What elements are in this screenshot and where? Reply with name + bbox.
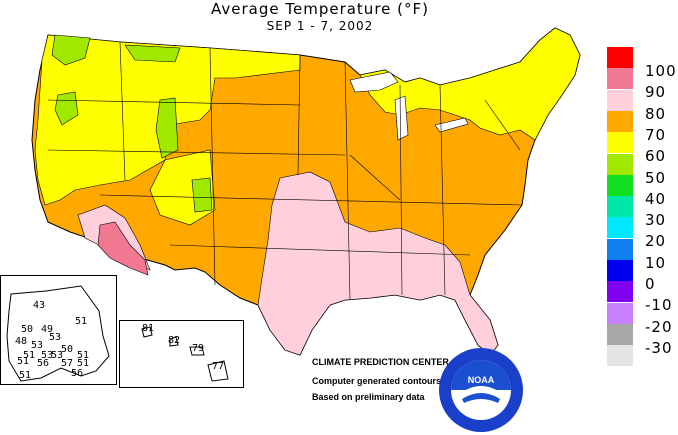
alaska-value: 51 [17,356,30,367]
legend-label: 90 [645,83,667,102]
hawaii-value: 77 [212,361,225,372]
credit-line2: Based on preliminary data [312,392,425,402]
alaska-value: 53 [51,350,64,361]
legend-label: 0 [645,275,656,293]
zone-60s-northeast [359,27,581,141]
legend-label: 80 [645,104,667,123]
legend-label: 60 [645,147,667,166]
legend-label: 30 [645,211,667,230]
hawaii-value: 81 [142,323,155,334]
legend-swatch [607,132,633,154]
alaska-value: 53 [49,332,62,343]
legend-label: 50 [645,168,667,187]
legend-row: 90 [607,68,677,101]
legend-row [607,345,677,367]
noaa-logo-text: NOAA [468,375,495,385]
map-title: Average Temperature (°F) [211,0,429,18]
alaska-value: 51 [75,316,88,327]
alaska-value: 50 [61,344,74,355]
legend-label: 20 [645,232,667,251]
credit-center: CLIMATE PREDICTION CENTER, NOAA [312,357,481,367]
alaska-value: 57 [61,358,74,369]
legend-swatch [607,323,633,345]
legend-row: -30 [607,323,677,357]
zone-50s-co [191,177,213,213]
hawaii-value: 79 [192,343,205,354]
legend-row: 40 [607,174,677,208]
legend-swatch [607,47,633,68]
legend-swatch [607,238,633,260]
legend-row: 0 [607,260,677,293]
great-lake-erie [434,117,469,133]
credit-line1: Computer generated contours [312,376,442,386]
zone-50s-wy [155,97,179,159]
legend-swatch [607,153,633,175]
noaa-logo: NOAA [439,348,523,432]
legend-label: 40 [645,189,667,208]
alaska-value: 51 [77,350,90,361]
hawaii-value: 82 [168,335,181,346]
legend-row: -20 [607,302,677,336]
legend-row: -10 [607,281,677,314]
great-lake-superior [349,71,399,93]
legend-swatch [607,217,633,239]
legend-label: -30 [645,338,673,357]
alaska-value: 56 [37,358,50,369]
hawaii-inset: 81 82 79 77 [119,320,244,388]
zone-50s-wa [51,34,91,66]
alaska-shape [6,285,110,382]
alaska-value: 51 [23,350,36,361]
hawaii-shape [141,326,229,382]
legend-swatch [607,260,633,281]
great-lake-michigan [394,95,409,141]
zone-90s-desert [97,221,149,276]
state-boundaries [47,41,523,301]
legend-row: 70 [607,110,677,144]
alaska-value: 50 [21,324,34,335]
alaska-value: 51 [77,358,90,369]
legend-row: 30 [607,196,677,229]
alaska-value: 56 [71,368,84,379]
legend-label: 100 [645,62,677,80]
alaska-inset: 43 51 50 49 53 48 53 50 51 53 53 51 51 56 57 51 56 51 [0,275,117,385]
zone-50s-mt [124,44,181,63]
legend-row: 80 [607,89,677,123]
legend-row: 100 [607,47,677,80]
legend-label: -20 [645,317,673,336]
legend-swatch [607,68,633,90]
map-subtitle: SEP 1 - 7, 2002 [266,19,374,33]
alaska-value: 49 [41,324,54,335]
zone-80s-south [257,171,499,356]
legend-swatch [607,196,633,218]
legend-swatch [607,174,633,196]
legend-row: 10 [607,238,677,272]
legend-swatch [607,302,633,324]
legend-label: 10 [645,253,667,272]
legend-row: 50 [607,153,677,187]
alaska-value: 51 [19,370,32,381]
legend-row: 20 [607,217,677,250]
legend-swatch [607,281,633,303]
legend-row: 60 [607,132,677,165]
alaska-value: 48 [15,336,28,347]
alaska-value: 53 [41,350,54,361]
legend-label: -10 [645,296,673,315]
alaska-value: 53 [31,340,44,351]
legend-swatch [607,345,633,367]
legend-swatch [607,110,633,132]
legend-swatch [607,89,633,111]
alaska-value: 43 [33,300,46,311]
legend-label: 70 [645,125,667,144]
